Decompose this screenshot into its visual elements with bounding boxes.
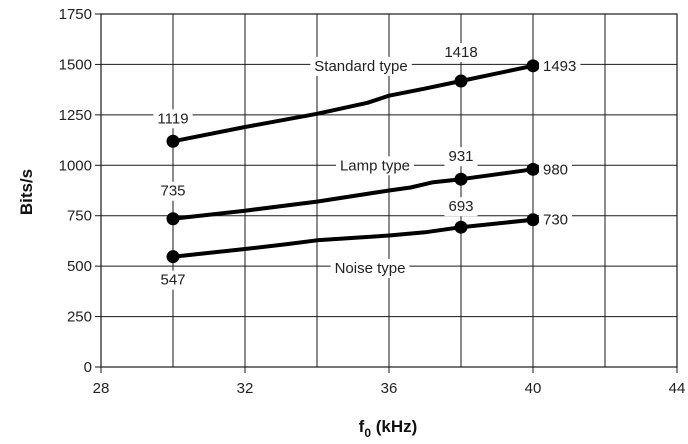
data-point xyxy=(166,134,180,148)
data-label-group: 730 xyxy=(539,210,573,230)
y-tick-label: 500 xyxy=(67,258,92,275)
data-label-background xyxy=(156,181,190,201)
axes: 0 250 500 750 1000 1250 1500 1750 28 32 36 40 44 xyxy=(59,6,686,397)
data-label-group: 547 xyxy=(156,270,190,290)
x-axis-title-subscript: 0 xyxy=(364,426,371,440)
data-point xyxy=(166,212,180,226)
x-tick-label: 44 xyxy=(669,380,686,397)
series-name-label: Noise type xyxy=(335,260,406,277)
data-label: 931 xyxy=(448,148,473,165)
series-line xyxy=(171,167,535,221)
x-axis-title: f0 (kHz) xyxy=(359,417,418,440)
data-label-background xyxy=(539,160,573,180)
data-label-background xyxy=(156,270,190,290)
data-label: 547 xyxy=(160,272,185,289)
y-tick-label: 1250 xyxy=(59,107,92,124)
data-point xyxy=(526,213,540,227)
data-point xyxy=(454,74,468,88)
x-axis-title-unit: (kHz) xyxy=(371,417,417,436)
y-tick-label: 1500 xyxy=(59,56,92,73)
data-label: 1418 xyxy=(444,44,477,61)
data-label-group: 931 xyxy=(444,147,478,167)
data-point xyxy=(454,220,468,234)
data-point xyxy=(454,172,468,186)
series-name-label: Standard type xyxy=(314,58,407,75)
data-label: 1119 xyxy=(157,110,188,127)
data-label: 735 xyxy=(160,183,185,200)
data-label-background xyxy=(539,56,581,76)
series-name-label-background xyxy=(335,156,415,176)
series-name-label-group: Lamp type xyxy=(335,156,415,176)
x-tick-label: 28 xyxy=(93,380,110,397)
annotations: 1119 1418 1493 735 931 980 547 693 730 Standard t… xyxy=(153,42,581,290)
data-point xyxy=(526,162,540,176)
y-tick-label: 1000 xyxy=(59,157,92,174)
y-axis-title: Bits/s xyxy=(17,169,36,215)
series-name-label-group: Standard type xyxy=(310,56,412,76)
x-tick-label: 40 xyxy=(525,380,542,397)
data-label-background xyxy=(444,197,478,217)
series-name-label-group: Noise type xyxy=(330,258,410,278)
series-name-label-background xyxy=(330,258,410,278)
series-line xyxy=(171,217,535,259)
data-label-background xyxy=(153,109,193,129)
y-tick-label: 750 xyxy=(67,208,92,225)
data-label-group: 1119 xyxy=(153,109,193,129)
x-tick-label: 36 xyxy=(381,380,398,397)
data-point xyxy=(526,59,540,73)
series-name-label: Lamp type xyxy=(340,157,410,174)
series-markers xyxy=(166,59,540,264)
x-tick-label: 32 xyxy=(237,380,254,397)
data-label-group: 1493 xyxy=(539,56,581,76)
y-tick-label: 0 xyxy=(84,359,92,376)
x-axis-title-main: f xyxy=(359,417,365,436)
data-label: 693 xyxy=(448,198,473,215)
data-label-group: 693 xyxy=(444,197,478,217)
data-label: 730 xyxy=(543,212,568,229)
data-label: 980 xyxy=(543,161,568,178)
series-line xyxy=(171,63,535,144)
data-label: 1493 xyxy=(543,58,576,75)
y-tick-label: 250 xyxy=(67,309,92,326)
series-name-label-background xyxy=(310,56,412,76)
data-label-background xyxy=(440,42,482,62)
data-label-background xyxy=(444,147,478,167)
y-tick-label: 1750 xyxy=(59,6,92,23)
data-label-group: 1418 xyxy=(440,42,482,62)
plot-border xyxy=(100,13,678,368)
data-label-background xyxy=(539,210,573,230)
data-point xyxy=(166,250,180,264)
data-label-group: 980 xyxy=(539,160,573,180)
data-label-group: 735 xyxy=(156,181,190,201)
